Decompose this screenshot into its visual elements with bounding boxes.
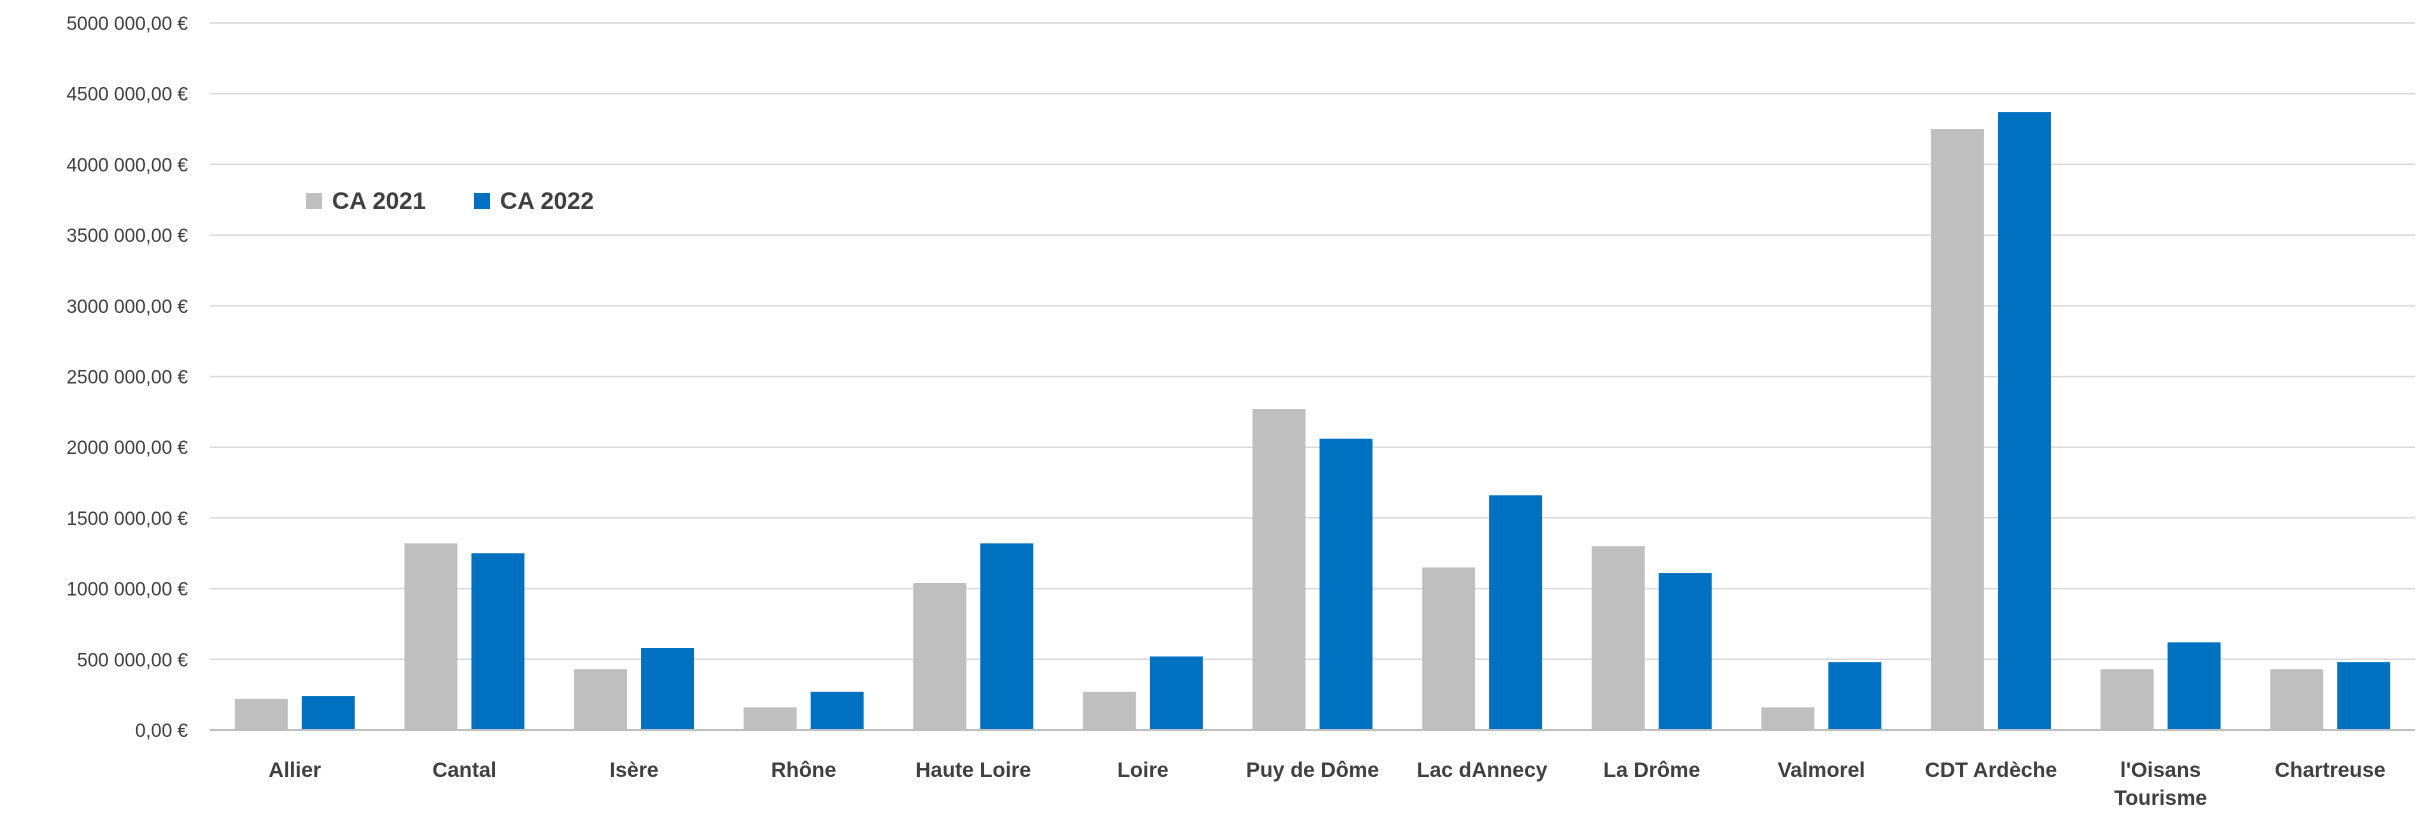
legend-swatch [474,193,490,209]
bar-ca-2022 [1658,573,1712,730]
bar-ca-2021 [1930,129,1984,731]
x-category-label: Puy de Dôme [1246,759,1379,782]
x-axis-category-labels: Allier Cantal Isère Rhône Haute Loire Loire Pu… [269,759,2386,810]
x-category-label: La Drôme [1603,759,1700,782]
y-tick-label: 3000 000,00 € [66,297,188,318]
y-axis-tick-labels: 0,00 € 500 000,00 € 1000 000,00 € 1500 000,… [66,14,188,742]
bar-ca-2021 [1252,409,1306,730]
x-category-label: l'Oisans [2120,759,2201,782]
bar-ca-2022 [301,696,355,730]
bar-ca-2021 [1082,691,1136,730]
y-tick-label: 1000 000,00 € [66,580,188,601]
bar-ca-2021 [404,543,458,730]
bar-ca-2021 [1761,707,1815,730]
bar-ca-2022 [641,647,695,730]
gridlines [210,22,2415,661]
bar-ca-2021 [1422,567,1476,730]
x-category-label: Allier [269,759,322,782]
bars [234,112,2391,731]
x-category-label: Chartreuse [2275,759,2386,782]
x-category-label: Isère [610,759,659,782]
bar-ca-2021 [1591,546,1645,730]
bar-ca-2021 [574,669,628,730]
bar-ca-2021 [2270,669,2324,730]
x-category-label: Valmorel [1778,759,1866,782]
x-category-label: Tourisme [2114,787,2207,810]
legend-swatch [306,193,322,209]
x-category-label: Cantal [432,759,496,782]
legend-label: CA 2021 [332,188,426,215]
x-category-label: Loire [1117,759,1168,782]
x-category-label: Haute Loire [916,759,1032,782]
bar-ca-2022 [980,543,1034,730]
y-tick-label: 4500 000,00 € [66,85,188,106]
y-tick-label: 0,00 € [135,721,188,742]
x-category-label: Lac dAnnecy [1417,759,1548,782]
bar-ca-2022 [471,553,525,730]
bar-ca-2022 [2167,642,2221,730]
y-tick-label: 3500 000,00 € [66,226,188,247]
y-tick-label: 2000 000,00 € [66,438,188,459]
bar-ca-2022 [810,691,864,730]
x-category-label: CDT Ardèche [1925,759,2057,782]
bar-ca-2021 [2100,669,2154,730]
bar-ca-2022 [1489,495,1543,730]
bar-ca-2022 [1319,438,1373,730]
bar-ca-2022 [1149,656,1203,730]
bar-ca-2021 [743,707,797,730]
y-tick-label: 1500 000,00 € [66,509,188,530]
legend: CA 2021 CA 2022 [306,188,594,215]
bar-ca-2022 [1997,112,2051,730]
x-category-label: Rhône [771,759,836,782]
legend-label: CA 2022 [500,188,594,215]
bar-ca-2022 [1828,662,1882,730]
y-tick-label: 4000 000,00 € [66,155,188,176]
bar-ca-2021 [913,582,967,730]
bar-ca-2021 [234,698,288,730]
y-tick-label: 2500 000,00 € [66,368,188,389]
bar-ca-2022 [2337,662,2391,730]
y-tick-label: 500 000,00 € [77,650,188,671]
y-tick-label: 5000 000,00 € [66,14,188,35]
